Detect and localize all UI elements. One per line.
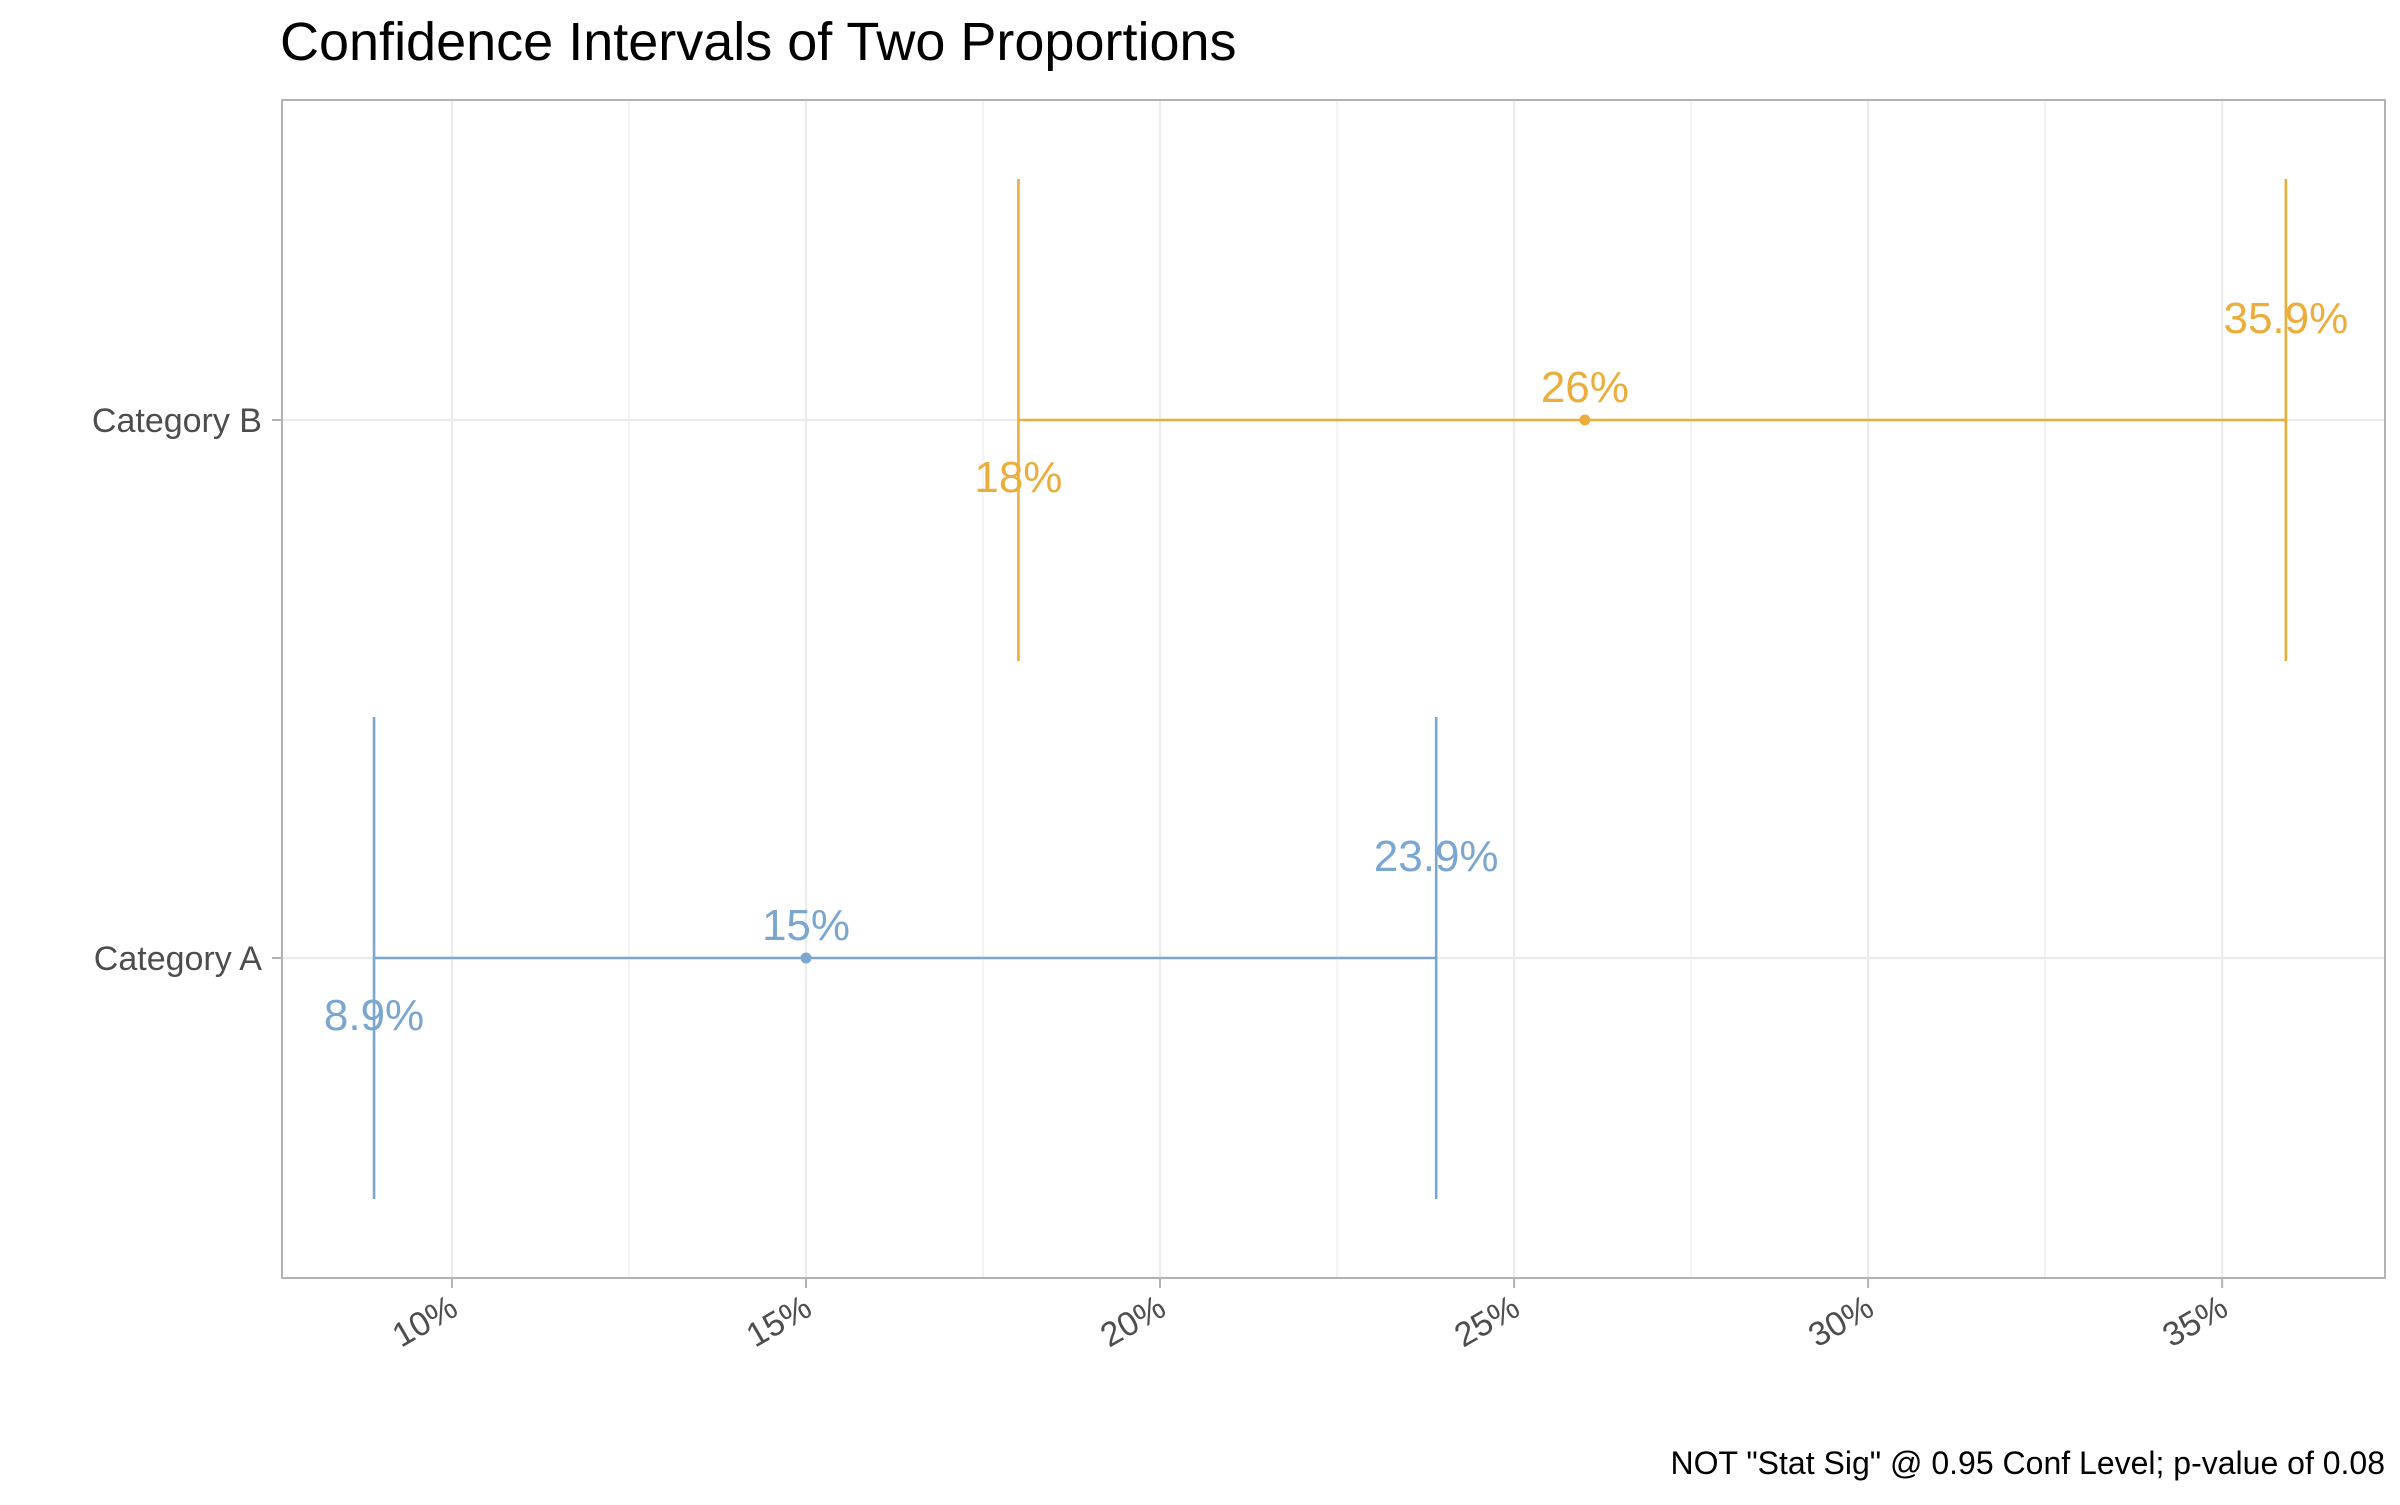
upper-label: 35.9% xyxy=(2223,294,2348,343)
estimate-point xyxy=(800,952,812,964)
y-tick-label: Category A xyxy=(94,940,263,978)
lower-label: 18% xyxy=(974,453,1062,502)
upper-label: 23.9% xyxy=(1374,832,1499,881)
lower-label: 8.9% xyxy=(324,991,424,1040)
x-tick-label: 15% xyxy=(740,1288,818,1355)
x-axis: 10% 15% 20% 25% 30% 35% xyxy=(386,1278,2234,1355)
y-axis: Category A Category B xyxy=(92,402,282,978)
grid-layer xyxy=(282,100,2385,1278)
x-tick-label: 20% xyxy=(1094,1288,1172,1355)
x-tick-label: 10% xyxy=(386,1288,464,1355)
chart-title: Confidence Intervals of Two Proportions xyxy=(280,12,1237,72)
estimate-point xyxy=(1579,414,1591,426)
x-tick-label: 30% xyxy=(1802,1288,1880,1355)
ci-group-a: 15% 8.9% 23.9% xyxy=(324,717,1499,1199)
estimate-label: 15% xyxy=(762,901,850,950)
chart-caption: NOT "Stat Sig" @ 0.95 Conf Level; p-valu… xyxy=(1670,1445,2385,1481)
y-tick-label: Category B xyxy=(92,402,262,440)
ci-group-b: 26% 18% 35.9% xyxy=(974,179,2348,661)
x-tick-label: 25% xyxy=(1448,1288,1526,1355)
panel-border xyxy=(281,99,2386,1279)
data-layer: 15% 8.9% 23.9% 26% 18% 35.9% xyxy=(324,179,2348,1199)
estimate-label: 26% xyxy=(1541,363,1629,412)
x-tick-label: 35% xyxy=(2156,1288,2234,1355)
